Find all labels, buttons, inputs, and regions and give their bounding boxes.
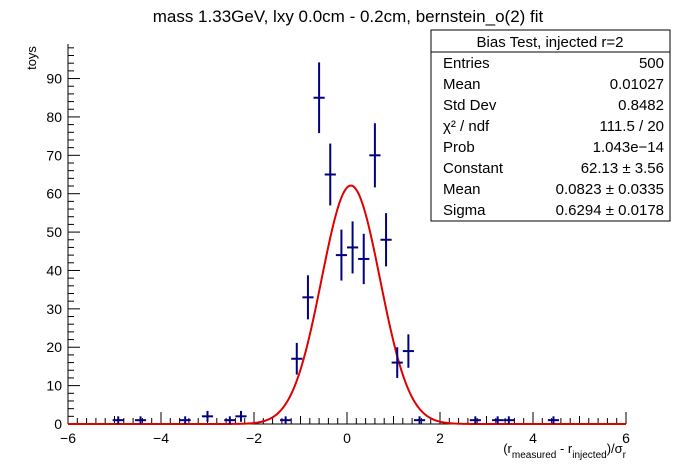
y-tick-label: 80 xyxy=(46,109,62,125)
gaussian-fit-curve xyxy=(68,184,626,425)
data-point xyxy=(402,334,414,368)
data-point xyxy=(413,416,426,424)
chart-title: mass 1.33GeV, lxy 0.0cm - 0.2cm, bernste… xyxy=(153,7,544,26)
stats-row-value: 500 xyxy=(639,55,664,72)
data-point xyxy=(302,275,314,320)
data-point xyxy=(112,416,124,424)
x-label-mid: - r xyxy=(556,441,573,456)
x-label-suffix: )/σ xyxy=(607,441,623,456)
data-point xyxy=(224,416,236,424)
data-point xyxy=(235,410,247,422)
data-point xyxy=(179,416,191,424)
y-tick-label: 20 xyxy=(46,339,62,355)
y-tick-label: 10 xyxy=(46,378,62,394)
stats-row-label: Constant xyxy=(443,160,504,177)
data-point xyxy=(347,221,359,274)
stats-row-label: Mean xyxy=(443,181,481,198)
x-label-sub-measured: measured xyxy=(512,450,556,461)
stats-row-label: Entries xyxy=(443,55,490,72)
stats-box-frame xyxy=(430,29,671,222)
x-label-sub-r: r xyxy=(623,450,627,461)
y-tick-label: 0 xyxy=(54,416,62,432)
y-axis-ticks: 0 10 20 30 40 50 60 70 80 90 xyxy=(46,47,80,432)
stats-row-value: 62.13 ± 3.56 xyxy=(581,160,664,177)
stats-box: Bias Test, injected r=2 Entries 500 Mean 0.… xyxy=(430,29,671,222)
y-axis-label: toys xyxy=(24,46,39,70)
data-point xyxy=(547,416,560,424)
y-tick-label: 50 xyxy=(46,224,62,240)
data-point xyxy=(380,213,392,267)
stats-row-value: 1.043e−14 xyxy=(593,139,664,156)
stats-row-value: 0.6294 ± 0.0178 xyxy=(556,202,664,219)
x-label-prefix: (r xyxy=(503,441,512,456)
stats-row-value: 0.8482 xyxy=(618,97,664,114)
y-tick-label: 30 xyxy=(46,301,62,317)
data-point xyxy=(503,416,515,424)
data-points xyxy=(112,62,560,424)
x-axis-label: (rmeasured - rinjected)/σr xyxy=(503,441,626,461)
y-tick-label: 90 xyxy=(46,71,62,87)
stats-row-value: 0.01027 xyxy=(610,76,664,93)
data-point xyxy=(391,347,403,378)
data-point xyxy=(291,342,303,375)
stats-row-label: Sigma xyxy=(443,202,486,219)
x-tick-label: −2 xyxy=(246,430,262,446)
y-tick-label: 60 xyxy=(46,186,62,202)
data-point xyxy=(280,416,292,424)
stats-box-title: Bias Test, injected r=2 xyxy=(477,34,624,51)
stats-row-label: Mean xyxy=(443,76,481,93)
stats-row-value: 0.0823 ± 0.0335 xyxy=(556,181,664,198)
data-point xyxy=(492,416,504,424)
stats-box-rows: Entries 500 Mean 0.01027 Std Dev 0.8482 χ² / n… xyxy=(443,55,664,219)
stats-row-label: Std Dev xyxy=(443,97,497,114)
x-label-sub-injected: injected xyxy=(572,450,606,461)
data-point xyxy=(201,410,214,422)
y-tick-label: 40 xyxy=(46,262,62,278)
data-point xyxy=(324,143,336,206)
data-point xyxy=(134,416,147,424)
data-point xyxy=(469,416,481,424)
data-point xyxy=(335,229,347,281)
x-tick-label: −4 xyxy=(153,430,169,446)
x-tick-label: −6 xyxy=(60,430,76,446)
x-tick-label: 6 xyxy=(622,430,630,446)
data-point xyxy=(369,123,381,188)
data-point xyxy=(313,62,325,134)
x-tick-label: 4 xyxy=(529,430,537,446)
stats-row-label: Prob xyxy=(443,139,475,156)
y-tick-label: 70 xyxy=(46,147,62,163)
stats-row-value: 111.5 / 20 xyxy=(600,118,665,135)
x-tick-label: 0 xyxy=(343,430,351,446)
data-point xyxy=(358,233,370,285)
stats-row-label: χ² / ndf xyxy=(443,118,490,135)
x-tick-label: 2 xyxy=(436,430,444,446)
